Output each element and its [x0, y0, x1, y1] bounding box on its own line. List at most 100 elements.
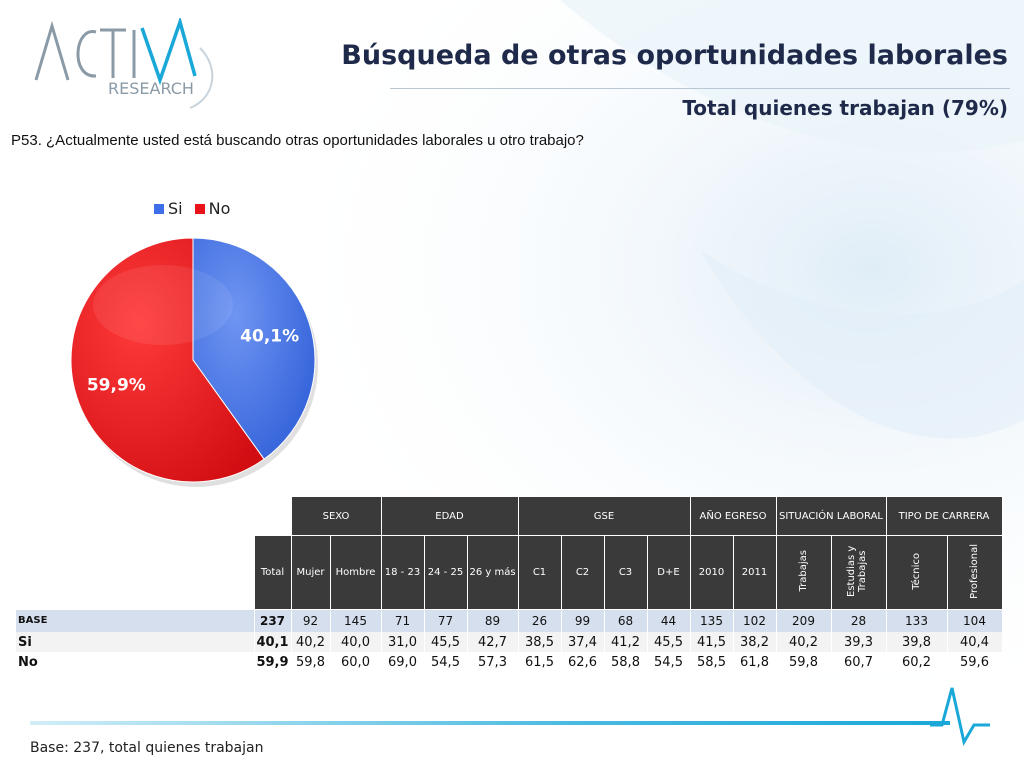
cell-base-10: 135	[690, 609, 734, 632]
col-header-hombre: Hombre	[329, 535, 382, 610]
row-label-si: Si	[16, 632, 255, 652]
col-header-tecnico: Técnico	[885, 535, 948, 610]
cell-no-7: 62,6	[561, 652, 605, 672]
cell-base-11: 102	[733, 609, 777, 632]
group-header-edad: EDAD	[380, 496, 519, 536]
bottom-divider	[30, 721, 950, 725]
col-header-de: D+E	[646, 535, 691, 610]
cell-no-15: 59,6	[947, 652, 1003, 672]
svg-text:RESEARCH: RESEARCH	[108, 79, 194, 98]
cell-no-11: 61,8	[733, 652, 777, 672]
col-header-18-23: 18 - 23	[380, 535, 425, 610]
legend-item-no: No	[194, 199, 231, 218]
page-title: Búsqueda de otras oportunidades laborale…	[341, 40, 1008, 71]
col-header-2010: 2010	[689, 535, 734, 610]
col-header-trabajas: Trabajas	[775, 535, 832, 610]
group-header-sexo: SEXO	[290, 496, 382, 536]
pie-slice-si	[192, 237, 316, 460]
legend-swatch-si	[154, 203, 164, 214]
col-header-estudias-trabajas: Estudias y Trabajas	[830, 535, 887, 610]
chart-legend: Si No	[154, 199, 236, 218]
cell-si-10: 41,5	[690, 632, 734, 652]
table-column-header-row: Total Mujer Hombre 18 - 23 24 - 25 26 y …	[16, 535, 1003, 610]
cell-si-6: 38,5	[518, 632, 562, 652]
pie-chart: 40,1% 59,9%	[70, 237, 318, 487]
cell-si-2: 40,0	[330, 632, 382, 652]
corner-logo-mark	[930, 687, 990, 747]
col-header-c1: C1	[517, 535, 562, 610]
cell-base-7: 99	[561, 609, 605, 632]
cell-si-8: 41,2	[604, 632, 648, 652]
group-header-ano-egreso: AÑO EGRESO	[689, 496, 777, 536]
cell-no-6: 61,5	[518, 652, 562, 672]
col-header-estudias-trabajas-label: Estudias y Trabajas	[845, 545, 868, 597]
col-header-tecnico-label: Técnico	[911, 552, 922, 590]
table-row-no: No 59,9 59,8 60,0 69,0 54,5 57,3 61,5 62,6 58,8 5…	[16, 652, 1003, 672]
activa-research-logo: RESEARCH	[34, 18, 214, 109]
cell-no-14: 60,2	[886, 652, 948, 672]
cell-si-14: 39,8	[886, 632, 948, 652]
col-header-total: Total	[253, 535, 292, 610]
cell-no-3: 69,0	[381, 652, 425, 672]
cell-base-8: 68	[604, 609, 648, 632]
pie-slice-no	[70, 237, 265, 483]
cell-base-4: 77	[424, 609, 468, 632]
cell-si-1: 40,2	[291, 632, 331, 652]
question-text: P53. ¿Actualmente usted está buscando ot…	[11, 132, 584, 149]
col-header-profesional-label: Profesional	[969, 543, 980, 599]
col-header-26-mas: 26 y más	[466, 535, 519, 610]
cell-si-15: 40,4	[947, 632, 1003, 652]
col-header-c2: C2	[560, 535, 605, 610]
cell-si-11: 38,2	[733, 632, 777, 652]
group-header-tipo-carrera: TIPO DE CARRERA	[885, 496, 1003, 536]
cell-base-12: 209	[776, 609, 832, 632]
row-label-base: BASE	[16, 609, 255, 632]
col-header-24-25: 24 - 25	[423, 535, 468, 610]
col-header-c3: C3	[603, 535, 648, 610]
cell-base-5: 89	[467, 609, 519, 632]
pie-label-si: 40,1%	[240, 326, 299, 346]
legend-item-si: Si	[154, 199, 183, 218]
cell-no-1: 59,8	[291, 652, 331, 672]
col-header-trabajas-label: Trabajas	[798, 550, 809, 592]
cell-si-12: 40,2	[776, 632, 832, 652]
cell-no-10: 58,5	[690, 652, 734, 672]
cell-no-13: 60,7	[831, 652, 887, 672]
cell-si-0: 40,1	[254, 632, 292, 652]
cell-base-14: 133	[886, 609, 948, 632]
cell-base-9: 44	[647, 609, 691, 632]
cell-no-9: 54,5	[647, 652, 691, 672]
cell-no-2: 60,0	[330, 652, 382, 672]
legend-label-no: No	[208, 199, 231, 218]
legend-swatch-no	[194, 203, 205, 214]
cell-si-3: 31,0	[381, 632, 425, 652]
legend-label-si: Si	[168, 199, 183, 218]
cell-no-12: 59,8	[776, 652, 832, 672]
page-subtitle: Total quienes trabajan (79%)	[682, 96, 1008, 120]
cell-no-0: 59,9	[254, 652, 292, 672]
cell-base-13: 28	[831, 609, 887, 632]
cell-si-9: 45,5	[647, 632, 691, 652]
col-header-2011: 2011	[732, 535, 777, 610]
pie-highlight	[93, 265, 233, 345]
cell-si-4: 45,5	[424, 632, 468, 652]
results-table: SEXO EDAD GSE AÑO EGRESO SITUACIÓN LABOR…	[16, 496, 1003, 672]
cell-si-13: 39,3	[831, 632, 887, 652]
col-header-profesional: Profesional	[946, 535, 1003, 610]
cell-base-2: 145	[330, 609, 382, 632]
cell-no-4: 54,5	[424, 652, 468, 672]
col-header-mujer: Mujer	[290, 535, 331, 610]
footer-base-note: Base: 237, total quienes trabajan	[30, 740, 264, 756]
table-row-base: BASE 237 92 145 71 77 89 26 99 68 44 135 102 209 28 13…	[16, 609, 1003, 632]
row-label-no: No	[16, 652, 255, 672]
cell-base-0: 237	[254, 609, 292, 632]
cell-no-5: 57,3	[467, 652, 519, 672]
cell-base-3: 71	[381, 609, 425, 632]
cell-base-6: 26	[518, 609, 562, 632]
cell-no-8: 58,8	[604, 652, 648, 672]
title-divider	[390, 88, 1010, 89]
cell-si-5: 42,7	[467, 632, 519, 652]
table-group-header-row: SEXO EDAD GSE AÑO EGRESO SITUACIÓN LABOR…	[16, 496, 1003, 536]
table-row-si: Si 40,1 40,2 40,0 31,0 45,5 42,7 38,5 37,4 41,2 4…	[16, 632, 1003, 652]
cell-si-7: 37,4	[561, 632, 605, 652]
